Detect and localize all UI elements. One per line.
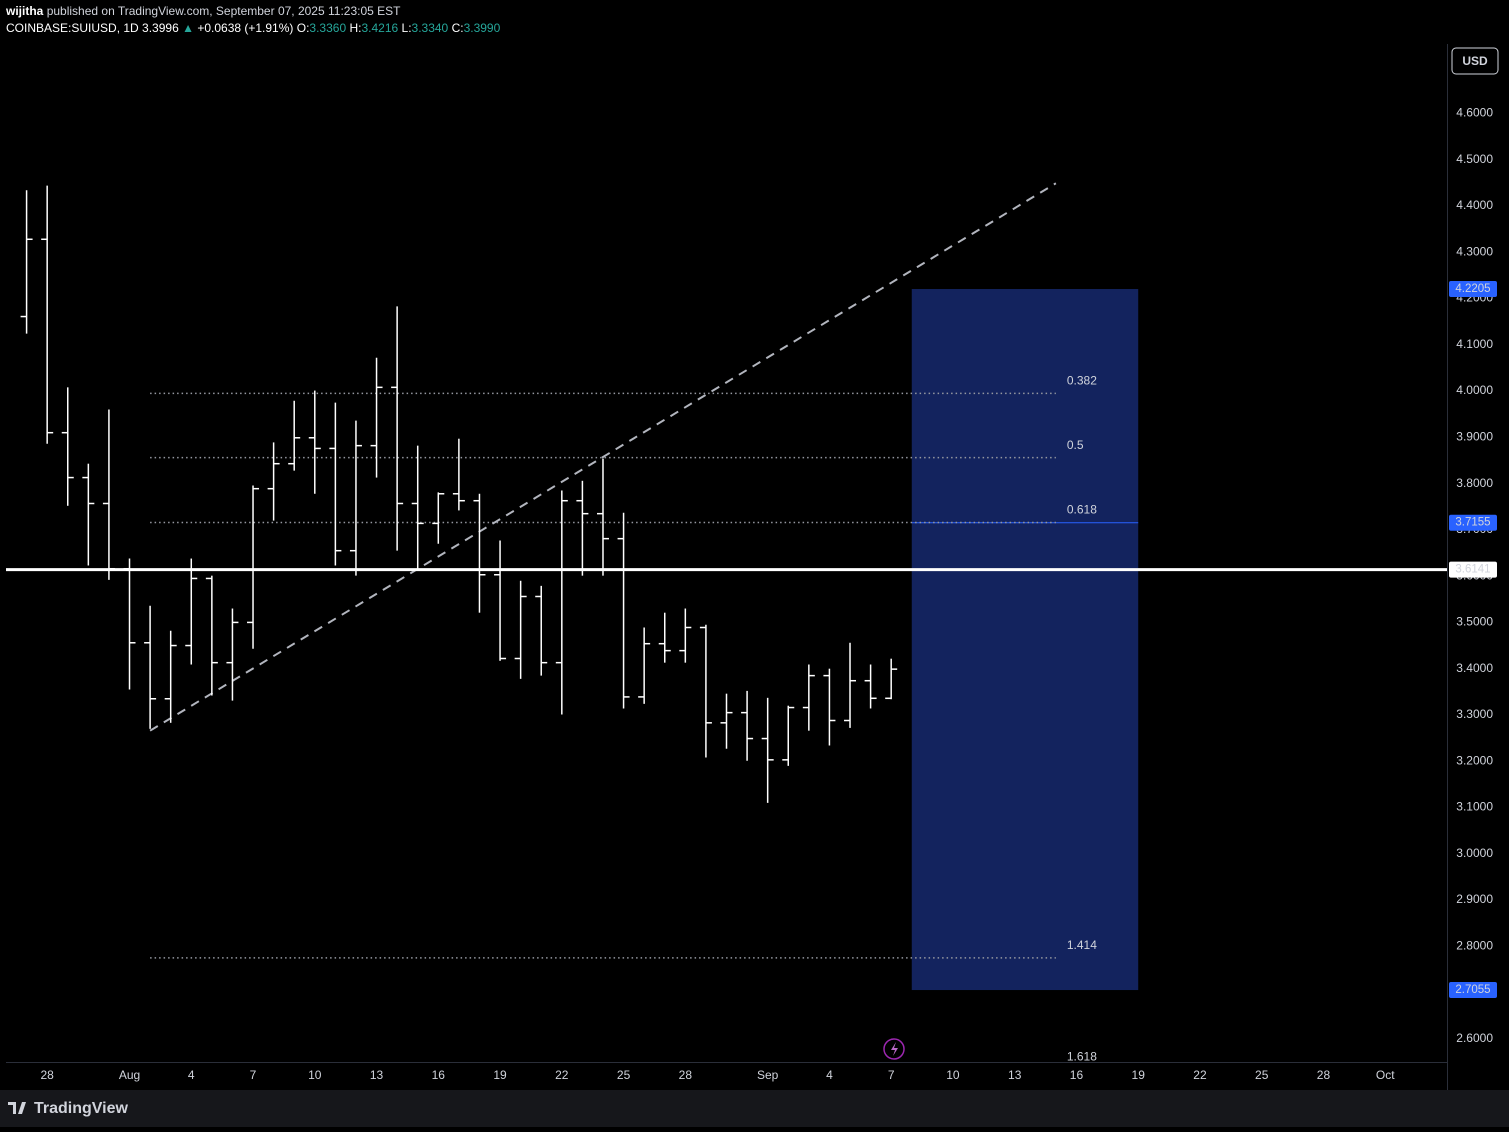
- last: 3.3996: [142, 21, 179, 35]
- y-tick-label: 3.2000: [1456, 753, 1493, 767]
- y-tick-label: 3.4000: [1456, 661, 1493, 675]
- event-icon-bolt: [891, 1042, 898, 1056]
- x-tick-label: 28: [1317, 1068, 1331, 1082]
- x-tick-label: 10: [308, 1068, 322, 1082]
- fib-label: 0.5: [1067, 438, 1084, 452]
- price-tag-label: 2.7055: [1455, 984, 1490, 996]
- x-tick-label: Oct: [1376, 1068, 1395, 1082]
- x-tick-label: 13: [1008, 1068, 1022, 1082]
- y-tick-label: 3.8000: [1456, 476, 1493, 490]
- price-tag: [1449, 982, 1497, 999]
- x-tick-label: 16: [432, 1068, 446, 1082]
- x-tick-label: 10: [946, 1068, 960, 1082]
- y-tick-label: 4.4000: [1456, 198, 1493, 212]
- c: 3.3990: [464, 21, 501, 35]
- h-label: H:: [349, 21, 361, 35]
- fib-label: 0.382: [1067, 374, 1097, 388]
- y-tick-label: 2.9000: [1456, 892, 1493, 906]
- fib-label: 1.414: [1067, 938, 1097, 952]
- x-tick-label: 16: [1070, 1068, 1084, 1082]
- l-label: L:: [402, 21, 412, 35]
- header-line: wijitha published on TradingView.com, Se…: [5, 4, 401, 18]
- x-tick-label: Aug: [119, 1068, 140, 1082]
- x-tick-label: 19: [1132, 1068, 1146, 1082]
- trendline: [149, 182, 1057, 732]
- author: wijitha: [5, 4, 44, 18]
- plot: [6, 182, 1447, 991]
- price-tag: [1449, 514, 1497, 531]
- x-tick-label: 22: [555, 1068, 569, 1082]
- y-tick-label: 4.0000: [1456, 383, 1493, 397]
- x-tick-label: 4: [826, 1068, 833, 1082]
- y-tick-label: 2.8000: [1456, 938, 1493, 952]
- y-tick-label: 4.5000: [1456, 152, 1493, 166]
- arrow: ▲: [182, 21, 194, 35]
- y-tick-label: 3.1000: [1456, 800, 1493, 814]
- price-tag-label: 4.2205: [1455, 283, 1490, 295]
- currency-button[interactable]: [1451, 47, 1499, 75]
- footer: [0, 1090, 1509, 1127]
- h: 3.4216: [361, 21, 398, 35]
- symbol: COINBASE:SUIUSD, 1D: [6, 21, 139, 35]
- price-tag: [1449, 281, 1497, 298]
- x-tick-label: 19: [493, 1068, 507, 1082]
- x-tick-label: 22: [1193, 1068, 1207, 1082]
- y-tick-label: 4.1000: [1456, 337, 1493, 351]
- x-tick-label: 25: [617, 1068, 631, 1082]
- brand: TradingView: [34, 1100, 129, 1117]
- target-box: [911, 289, 1139, 991]
- x-tick-label: 25: [1255, 1068, 1269, 1082]
- price-tag-label: 3.6141: [1455, 564, 1490, 576]
- change: +0.0638 (+1.91%): [197, 21, 293, 35]
- fib-label: 1.618: [1067, 1050, 1097, 1064]
- y-tick-label: 3.5000: [1456, 615, 1493, 629]
- l: 3.3340: [412, 21, 449, 35]
- currency[interactable]: USD: [1462, 54, 1488, 68]
- published: published on TradingView.com, September …: [47, 4, 401, 18]
- fib-label: 0.618: [1067, 503, 1097, 517]
- brand-logo: [8, 1102, 26, 1114]
- symbol-line: COINBASE:SUIUSD, 1D 3.3996 ▲ +0.0638 (+1…: [6, 21, 501, 35]
- x-tick-label: 4: [188, 1068, 195, 1082]
- y-tick-label: 4.3000: [1456, 244, 1493, 258]
- x-tick-label: 28: [40, 1068, 54, 1082]
- o: 3.3360: [309, 21, 346, 35]
- event-icon[interactable]: [883, 1038, 905, 1060]
- x-tick-label: 28: [679, 1068, 693, 1082]
- y-tick-label: 2.6000: [1456, 1031, 1493, 1045]
- y-tick-label: 4.6000: [1456, 106, 1493, 120]
- x-tick-label: 13: [370, 1068, 384, 1082]
- o-label: O:: [297, 21, 310, 35]
- price-tag: [1449, 561, 1497, 578]
- x-tick-label: 7: [250, 1068, 257, 1082]
- x-tick-label: 7: [888, 1068, 895, 1082]
- x-tick-label: Sep: [757, 1068, 779, 1082]
- y-tick-label: 3.9000: [1456, 429, 1493, 443]
- y-tick-label: 3.0000: [1456, 846, 1493, 860]
- y-tick-label: 3.3000: [1456, 707, 1493, 721]
- c-label: C:: [452, 21, 464, 35]
- price-tag-label: 3.7155: [1455, 517, 1490, 529]
